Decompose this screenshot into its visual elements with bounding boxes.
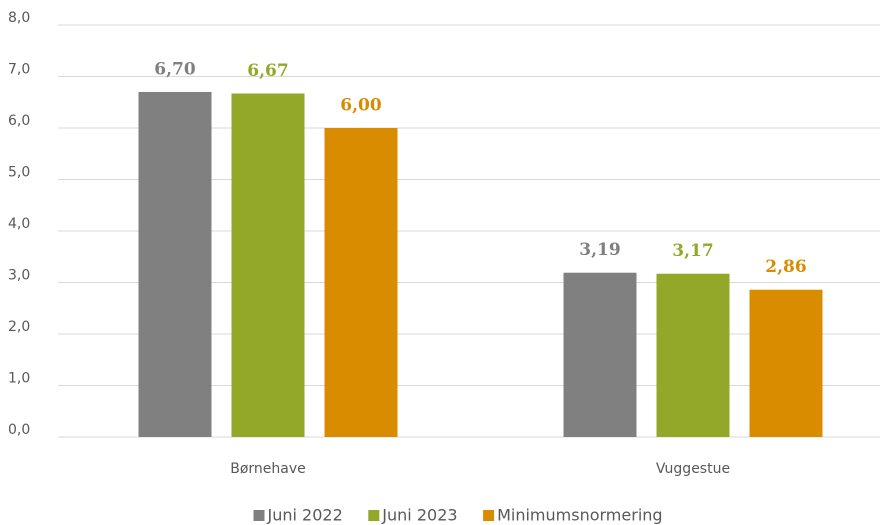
bar xyxy=(563,272,637,437)
value-label: 3,19 xyxy=(579,240,620,260)
legend-label: Juni 2022 xyxy=(267,506,343,525)
y-tick-label: 0,0 xyxy=(8,422,30,438)
legend-swatch xyxy=(368,510,380,521)
y-tick-label: 5,0 xyxy=(8,165,30,181)
value-label: 6,70 xyxy=(154,59,196,79)
y-tick-label: 2,0 xyxy=(8,319,30,335)
bar xyxy=(138,91,212,437)
bar xyxy=(231,93,305,438)
y-tick-label: 4,0 xyxy=(8,216,30,232)
legend-label: Juni 2023 xyxy=(381,506,457,525)
y-tick-label: 1,0 xyxy=(8,371,30,387)
legend-swatch xyxy=(483,510,495,521)
value-label: 6,67 xyxy=(247,61,288,81)
bar xyxy=(324,128,398,437)
y-tick-label: 3,0 xyxy=(8,268,30,284)
y-tick-label: 6,0 xyxy=(8,113,30,129)
bar xyxy=(656,273,730,437)
value-label: 6,00 xyxy=(340,96,382,116)
value-label: 3,17 xyxy=(672,241,713,261)
value-label: 2,86 xyxy=(765,257,806,277)
y-tick-label: 8,0 xyxy=(8,10,30,26)
x-tick-label: Børnehave xyxy=(230,461,306,477)
legend-label: Minimumsnormering xyxy=(497,506,662,525)
x-tick-label: Vuggestue xyxy=(656,461,730,477)
y-tick-label: 7,0 xyxy=(8,62,30,78)
legend-swatch xyxy=(253,510,265,521)
bar xyxy=(749,289,823,437)
